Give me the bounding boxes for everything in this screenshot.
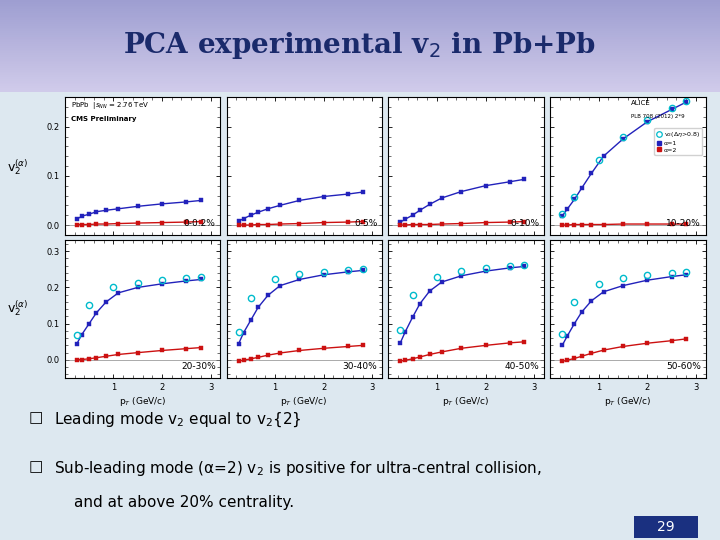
Text: 0-5%: 0-5% <box>354 219 377 228</box>
Bar <box>0 18 720 20</box>
Bar <box>0 59 720 60</box>
Text: v$_2^{(\alpha)}$: v$_2^{(\alpha)}$ <box>7 298 29 318</box>
Bar <box>0 86 720 88</box>
Text: Leading mode v$_2$ equal to v$_2${2}: Leading mode v$_2$ equal to v$_2${2} <box>54 410 302 429</box>
Bar <box>0 11 720 13</box>
Text: CMS Preliminary: CMS Preliminary <box>71 117 137 123</box>
Bar <box>0 48 720 50</box>
Bar <box>0 2 720 4</box>
Text: 50-60%: 50-60% <box>666 362 701 371</box>
Bar <box>0 13 720 15</box>
Bar <box>0 77 720 79</box>
Bar <box>0 50 720 51</box>
Bar <box>0 26 720 28</box>
Bar <box>0 72 720 73</box>
Text: 20-30%: 20-30% <box>181 362 216 371</box>
Bar <box>0 31 720 33</box>
Bar <box>0 44 720 46</box>
Bar <box>0 28 720 29</box>
Bar <box>0 35 720 37</box>
Bar <box>0 40 720 42</box>
Bar <box>634 516 698 538</box>
Bar <box>0 70 720 72</box>
Text: PLB 708 (2012) 2*9: PLB 708 (2012) 2*9 <box>631 114 685 119</box>
Bar <box>0 60 720 63</box>
Bar <box>0 83 720 84</box>
Bar <box>0 29 720 31</box>
Text: □: □ <box>29 459 43 474</box>
Bar <box>0 81 720 83</box>
Bar <box>0 66 720 68</box>
Bar <box>0 79 720 81</box>
Bar <box>0 63 720 64</box>
X-axis label: p$_T$ (GeV/c): p$_T$ (GeV/c) <box>281 395 328 408</box>
Text: 40-50%: 40-50% <box>505 362 539 371</box>
Bar <box>0 53 720 55</box>
Bar <box>0 37 720 38</box>
Text: 0-0.2%: 0-0.2% <box>184 219 216 228</box>
Text: 30-40%: 30-40% <box>343 362 377 371</box>
Bar <box>0 64 720 66</box>
Bar <box>0 90 720 92</box>
Bar <box>0 20 720 22</box>
Text: 29: 29 <box>657 520 675 534</box>
Bar <box>0 38 720 40</box>
Text: v$_2^{(\alpha)}$: v$_2^{(\alpha)}$ <box>7 158 29 177</box>
Text: □: □ <box>29 410 43 426</box>
Bar <box>0 84 720 86</box>
Text: 0-10%: 0-10% <box>510 219 539 228</box>
Text: PCA experimental v$_2$ in Pb+Pb: PCA experimental v$_2$ in Pb+Pb <box>124 30 596 62</box>
Bar <box>0 55 720 57</box>
X-axis label: p$_T$ (GeV/c): p$_T$ (GeV/c) <box>442 395 490 408</box>
Bar <box>0 9 720 11</box>
Text: and at above 20% centrality.: and at above 20% centrality. <box>74 495 294 510</box>
Bar <box>0 24 720 26</box>
Bar <box>0 4 720 5</box>
Text: 10-20%: 10-20% <box>666 219 701 228</box>
Bar <box>0 68 720 70</box>
Bar <box>0 17 720 18</box>
Text: PbPb  $|s_{NN}$ = 2.76 TeV: PbPb $|s_{NN}$ = 2.76 TeV <box>71 100 149 111</box>
Text: ALICE: ALICE <box>631 100 651 106</box>
Bar <box>0 5 720 8</box>
Bar <box>0 51 720 53</box>
X-axis label: p$_T$ (GeV/c): p$_T$ (GeV/c) <box>119 395 166 408</box>
Bar <box>0 73 720 75</box>
Bar <box>0 57 720 59</box>
Bar <box>0 42 720 44</box>
Bar <box>0 22 720 24</box>
Bar <box>0 75 720 77</box>
Legend: v$_2$($\Delta\eta$>0.8), α=1, α=2: v$_2$($\Delta\eta$>0.8), α=1, α=2 <box>654 128 703 155</box>
X-axis label: p$_T$ (GeV/c): p$_T$ (GeV/c) <box>604 395 652 408</box>
Bar <box>0 46 720 48</box>
Bar <box>0 15 720 17</box>
Bar <box>0 88 720 90</box>
Bar <box>0 0 720 2</box>
Bar <box>0 33 720 35</box>
Text: Sub-leading mode (α=2) v$_2$ is positive for ultra-central collision,: Sub-leading mode (α=2) v$_2$ is positive… <box>54 459 542 478</box>
Bar <box>0 8 720 9</box>
